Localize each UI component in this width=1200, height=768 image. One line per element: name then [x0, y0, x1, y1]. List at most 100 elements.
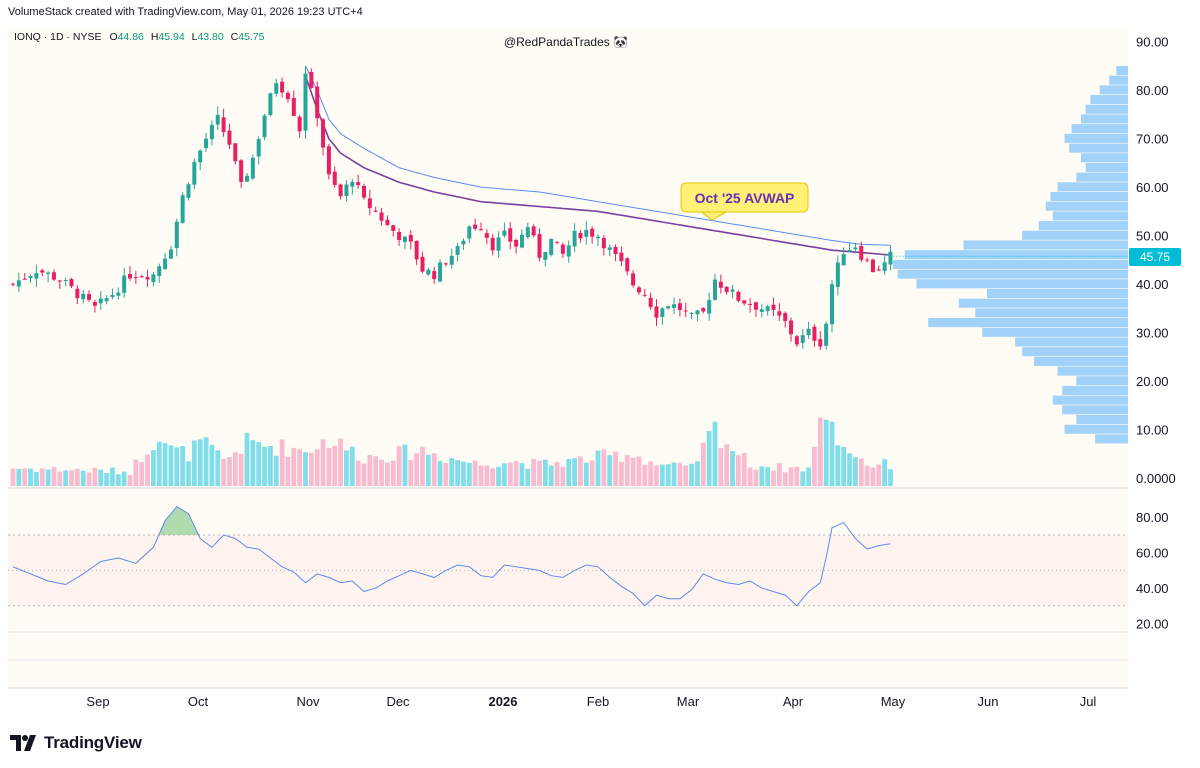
- volume-bar: [613, 451, 618, 486]
- candle-body: [812, 326, 817, 341]
- volume-bar: [671, 462, 677, 486]
- volume-profile-bar: [1052, 395, 1128, 405]
- candle-body: [613, 247, 618, 255]
- candle-body: [572, 230, 577, 247]
- candle-body: [853, 247, 858, 250]
- candle-body: [625, 258, 630, 272]
- avwap-line: [304, 75, 891, 256]
- candle-body: [180, 195, 185, 223]
- price-axis-label: 30.00: [1136, 326, 1169, 341]
- avwap-annotation-label: Oct '25 AVWAP: [695, 190, 795, 206]
- volume-bar: [496, 466, 501, 486]
- volume-bar: [92, 467, 98, 486]
- volume-bar: [876, 464, 882, 486]
- volume-bar: [502, 463, 507, 486]
- volume-bar: [437, 460, 443, 486]
- tradingview-logo[interactable]: TradingView: [10, 733, 142, 753]
- candle-body: [765, 306, 770, 312]
- candle-body: [280, 81, 285, 93]
- candle-body: [806, 328, 811, 336]
- volume-bar: [548, 465, 554, 486]
- volume-bar: [408, 460, 414, 486]
- candle-body: [51, 272, 56, 280]
- volume-bar: [57, 471, 63, 486]
- time-axis-label: Mar: [677, 694, 700, 709]
- volume-bar: [537, 460, 542, 486]
- volume-profile-bar: [1062, 405, 1128, 415]
- candle-body: [28, 276, 33, 279]
- candle-body: [98, 298, 103, 304]
- candle-body: [718, 281, 723, 288]
- candle-body: [332, 171, 337, 185]
- volume-bar: [578, 456, 583, 486]
- candle-body: [449, 255, 454, 265]
- volume-bar: [759, 466, 765, 486]
- candle-body: [830, 284, 834, 325]
- candle-body: [198, 150, 203, 163]
- volume-bar: [449, 458, 455, 486]
- price-axis-label: 90.00: [1136, 35, 1169, 50]
- candle-body: [683, 310, 688, 312]
- volume-bar: [689, 463, 694, 486]
- volume-bar: [771, 470, 776, 486]
- candle-body: [81, 293, 86, 300]
- last-price-tag: 45.75: [1129, 248, 1181, 266]
- volume-bar: [39, 468, 45, 486]
- rsi-axis-label: 40.00: [1136, 581, 1169, 596]
- volume-profile-bar: [1081, 153, 1128, 163]
- avwap-annotation[interactable]: Oct '25 AVWAP: [680, 182, 809, 221]
- volume-bar: [648, 461, 654, 486]
- candle-body: [461, 240, 466, 245]
- volume-profile-bar: [1034, 356, 1128, 366]
- volume-bar: [308, 452, 314, 486]
- candle-body: [227, 130, 232, 145]
- volume-bar: [51, 466, 57, 486]
- candle-body: [596, 236, 600, 239]
- low-value: 43.80: [197, 31, 223, 43]
- volume-bar: [244, 432, 250, 486]
- volume-bar: [355, 460, 361, 486]
- candle-body: [40, 270, 45, 273]
- candle-body: [607, 247, 612, 250]
- volume-bar: [22, 468, 28, 486]
- volume-bar: [888, 469, 893, 486]
- price-axis-label: 40.00: [1136, 277, 1169, 292]
- time-axis-label: Oct: [188, 694, 209, 709]
- candle-body: [789, 320, 794, 335]
- volume-profile-bar: [1109, 75, 1128, 85]
- volume-bar: [390, 460, 396, 486]
- candle-body: [145, 277, 150, 280]
- price-chart[interactable]: 90.00 80.00 70.00 60.00 50.00 40.00 30.00 20.00…: [0, 0, 1200, 720]
- volume-bar: [250, 440, 256, 486]
- candle-body: [139, 276, 144, 278]
- volume-bar: [823, 419, 829, 486]
- volume-bar: [80, 470, 86, 486]
- volume-bar: [151, 449, 156, 486]
- volume-bar: [630, 457, 636, 486]
- candle-body: [104, 298, 109, 302]
- candle-body: [759, 309, 764, 312]
- candle-body: [344, 184, 349, 197]
- volume-profile-bar: [1057, 182, 1128, 192]
- volume-profile-bar: [1081, 114, 1128, 124]
- volume-bar: [841, 446, 847, 486]
- volume-bar: [268, 445, 273, 486]
- volume-bar: [279, 439, 285, 486]
- candle-body: [642, 294, 647, 296]
- candle-body: [707, 300, 712, 314]
- candle-body: [350, 181, 355, 187]
- volume-bar: [74, 468, 80, 486]
- candle-body: [473, 224, 478, 229]
- volume-profile-bar: [958, 298, 1128, 308]
- candle-body: [525, 227, 530, 238]
- volume-bar: [747, 467, 753, 486]
- candle-body: [245, 175, 249, 182]
- volume-bar: [455, 460, 460, 486]
- candle-body: [128, 273, 132, 279]
- volume-bar: [706, 431, 712, 486]
- volume-bar: [607, 455, 613, 486]
- volume-bar: [695, 461, 700, 486]
- volume-bar: [443, 462, 449, 486]
- candle-body: [549, 238, 554, 255]
- volume-bar: [601, 449, 607, 486]
